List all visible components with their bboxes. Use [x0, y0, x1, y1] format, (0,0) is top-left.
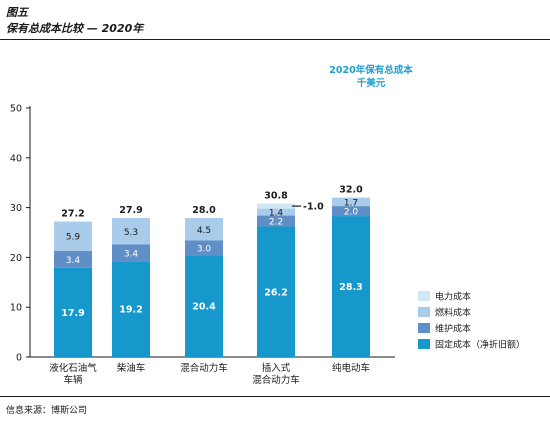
data-label: 5.3 [124, 228, 138, 238]
bar-segment [257, 203, 295, 209]
bar-segment [54, 221, 92, 251]
total-label: 27.9 [119, 205, 142, 216]
legend-label: 电力成本 [435, 291, 471, 303]
legend-swatch [418, 307, 430, 317]
y-tick-label: 40 [10, 153, 22, 164]
title-rule [0, 39, 550, 40]
total-label: 30.8 [264, 191, 288, 202]
y-tick-label: 30 [10, 203, 22, 214]
category-label: 混合动力车 [180, 362, 228, 374]
legend-label: 维护成本 [435, 323, 471, 335]
bar-segment [185, 240, 223, 256]
bar-segment [332, 216, 370, 357]
data-label: 1.7 [344, 198, 358, 208]
figure-label: 图五 [6, 6, 28, 19]
total-label: 32.0 [339, 185, 363, 196]
bar-segment [112, 218, 150, 245]
data-label: 5.9 [66, 233, 81, 243]
y-tick-label: 10 [10, 303, 22, 314]
y-tick-label: 50 [10, 104, 22, 115]
chart-annotation-title: 2020年保有总成本 [329, 65, 413, 76]
bar-segment [112, 261, 150, 357]
y-tick-label: 20 [10, 253, 22, 264]
total-label: 28.0 [192, 205, 216, 216]
bar-segment [185, 255, 223, 357]
data-label: 3.4 [66, 256, 81, 266]
data-label: 3.4 [124, 249, 139, 259]
category-label: 液化石油气 [49, 362, 97, 374]
data-label: 17.9 [61, 308, 84, 319]
total-label: 27.2 [61, 209, 84, 220]
bar-segment [257, 208, 295, 216]
category-label: 柴油车 [117, 362, 146, 374]
bar-segment [112, 244, 150, 262]
legend-label: 燃料成本 [435, 307, 471, 319]
bar-segment [257, 215, 295, 227]
data-label: 2.0 [344, 208, 359, 218]
callout-label: -1.0 [303, 202, 324, 213]
y-tick-label: 0 [16, 353, 22, 364]
bar-segment [54, 267, 92, 357]
data-label: 20.4 [192, 302, 216, 313]
category-label: 插入式 [262, 362, 291, 374]
data-label: 1.4 [269, 209, 284, 219]
legend-swatch [418, 323, 430, 333]
data-label: 26.2 [264, 287, 287, 298]
data-label: 3.0 [197, 244, 212, 254]
bar-segment [332, 206, 370, 217]
chart-title: 保有总成本比较 — 2020年 [6, 22, 144, 35]
data-label: 19.2 [119, 305, 142, 316]
legend-label: 固定成本（净折旧额） [435, 339, 525, 351]
chart-annotation-unit: 千美元 [356, 78, 386, 89]
category-label: 车辆 [63, 374, 83, 386]
category-label: 纯电动车 [332, 362, 370, 374]
source-note: 信息来源：博斯公司 [6, 406, 88, 416]
bar-segment [332, 197, 370, 207]
data-label: 28.3 [339, 282, 362, 293]
bar-segment [257, 226, 295, 357]
data-label: 4.5 [197, 226, 211, 236]
bar-segment [185, 218, 223, 241]
data-label: 2.2 [269, 218, 283, 228]
legend-swatch [418, 291, 430, 301]
category-label: 混合动力车 [252, 374, 300, 386]
bar-segment [54, 250, 92, 268]
legend-swatch [418, 339, 430, 349]
footer-rule [0, 396, 550, 397]
